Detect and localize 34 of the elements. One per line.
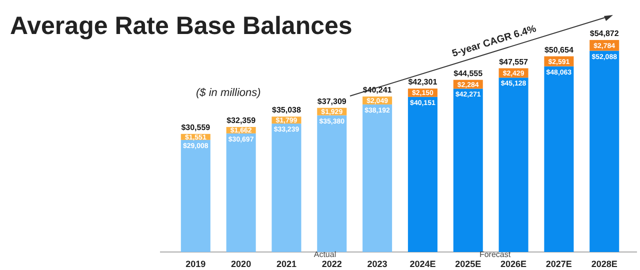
bar [544,66,574,252]
x-tick-label: 2027E [546,259,572,269]
x-tick-label: 2026E [500,259,527,269]
x-tick-label: 2023 [367,259,388,269]
total-label: $30,559 [181,122,211,132]
total-label: $35,038 [272,106,302,115]
bar [226,133,256,252]
x-tick-label: 2025E [455,259,482,269]
x-tick-label: 2024E [410,259,436,269]
bar [408,96,438,252]
total-label: $50,654 [544,45,574,54]
bar [498,78,528,252]
total-label: $32,359 [226,116,256,125]
bar [362,104,392,252]
x-tick-label: 2021 [276,259,296,269]
annotation: 5-year CAGR 6.4% [450,24,538,60]
annotation: Forecast [479,250,512,259]
bar [453,88,483,252]
annotation: ($ in millions) [196,87,262,99]
chart-title: Average Rate Base Balances [10,12,352,40]
bar [317,115,347,252]
total-label: $42,301 [408,78,438,87]
total-label: $54,872 [590,29,620,38]
total-label: $37,309 [317,96,347,106]
bar [590,50,620,252]
x-tick-label: 2022 [322,259,342,269]
x-tick-label: 2020 [231,259,252,269]
x-tick-label: 2028E [591,259,618,269]
bar [272,124,302,252]
total-label: $47,557 [499,57,529,66]
annotation: Actual [314,250,336,259]
x-tick-label: 2019 [186,259,206,269]
total-label: $44,555 [454,68,484,78]
bar [180,140,210,252]
